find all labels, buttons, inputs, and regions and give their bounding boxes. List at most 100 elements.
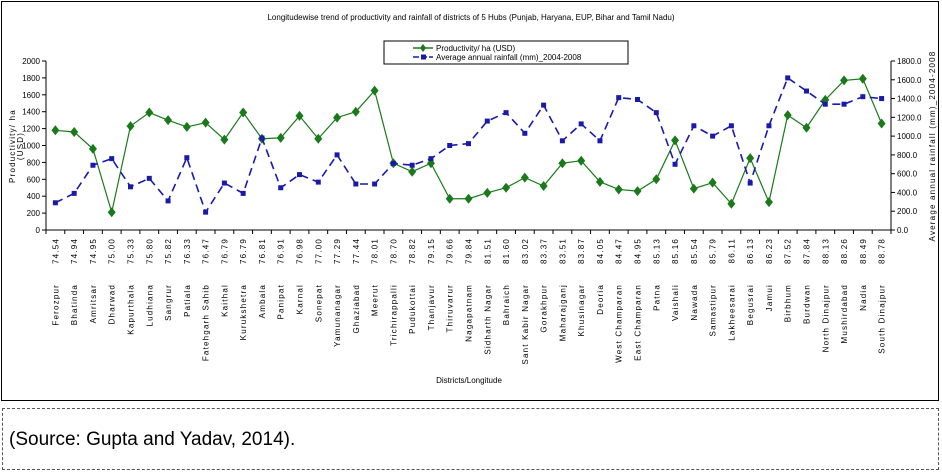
rainfall-point [597, 138, 603, 144]
district-label: Burdwan [803, 284, 812, 324]
productivity-point [51, 125, 60, 136]
longitude-label: 83.87 [577, 238, 586, 264]
district-label: Yamunanagar [333, 284, 342, 347]
rainfall-point [766, 123, 772, 129]
right-tick-label: 1400.0 [897, 95, 922, 104]
district-label: Nagapatnam [465, 284, 474, 342]
productivity-point [483, 187, 492, 198]
rainfall-point [559, 138, 565, 144]
district-label: Sidharth Nagar [483, 284, 492, 355]
rainfall-point [822, 101, 828, 107]
left-tick-label: 400 [27, 192, 41, 201]
longitude-label: 75.80 [145, 238, 154, 264]
longitude-label: 75.33 [127, 238, 136, 264]
productivity-point [764, 197, 773, 208]
rainfall-point [390, 160, 396, 166]
longitude-label: 76.79 [220, 238, 229, 264]
productivity-point [708, 177, 717, 188]
right-tick-label: 1000.0 [897, 132, 922, 141]
productivity-point [727, 198, 736, 209]
rainfall-point [52, 200, 58, 206]
district-label: West Champaran [615, 284, 624, 363]
rainfall-point [747, 180, 753, 186]
longitude-label: 76.91 [277, 238, 286, 264]
longitude-label: 87.52 [784, 238, 793, 264]
left-axis-title-unit: (USD) [16, 132, 25, 160]
district-label: Ambala [258, 284, 267, 318]
longitude-label: 87.84 [803, 238, 812, 264]
rainfall-point [353, 181, 359, 187]
longitude-label: 76.98 [296, 238, 305, 264]
district-label: Ferozpur [51, 284, 60, 326]
productivity-point [314, 133, 323, 144]
longitude-label: 86.13 [746, 238, 755, 264]
rainfall-point [653, 110, 659, 116]
longitude-label: 76.33 [183, 238, 192, 264]
rainfall-point [541, 102, 547, 108]
rainfall-point [259, 135, 265, 141]
district-label: Meerut [371, 284, 380, 316]
district-label: South Dinajpur [878, 284, 887, 354]
longitude-label: 83.51 [558, 238, 567, 264]
rainfall-point [672, 161, 678, 167]
right-tick-label: 200.0 [897, 207, 918, 216]
longitude-label: 84.05 [596, 238, 605, 264]
district-label: Sangrur [164, 284, 173, 321]
productivity-point [107, 207, 116, 218]
left-axis-title: Productivity/ ha [8, 109, 17, 183]
rainfall-point [804, 88, 809, 94]
district-label: Jamui [765, 284, 774, 311]
district-label: Panipat [277, 284, 286, 320]
district-label: Thiruvarur [446, 284, 455, 332]
rainfall-point [616, 95, 622, 101]
right-tick-label: 600.0 [897, 170, 918, 179]
rainfall-point [203, 209, 209, 215]
rainfall-point [372, 181, 378, 187]
longitude-label: 85.54 [690, 238, 699, 264]
rainfall-point [879, 96, 885, 102]
rainfall-point [109, 156, 115, 162]
right-tick-label: 1600.0 [897, 76, 922, 85]
longitude-label: 78.70 [389, 238, 398, 264]
district-label: Nawada [690, 284, 699, 321]
longitude-label: 79.84 [465, 238, 474, 264]
rainfall-point [860, 94, 866, 100]
rainfall-point [297, 172, 302, 178]
district-label: Trichirappalli [389, 284, 398, 346]
rainfall-point [221, 180, 227, 186]
rainfall-point [240, 190, 246, 196]
left-tick-label: 800 [27, 158, 41, 167]
district-label: Samastipur [709, 284, 718, 336]
productivity-point [802, 122, 811, 133]
left-tick-label: 600 [27, 175, 41, 184]
left-tick-label: 1400 [22, 108, 40, 117]
longitude-label: 88.78 [878, 238, 887, 264]
longitude-label: 77.44 [352, 238, 361, 264]
rainfall-point [165, 198, 171, 204]
district-label: Bahraich [502, 284, 511, 325]
productivity-point [145, 107, 154, 118]
rainfall-point [578, 121, 584, 127]
district-label: East Champaran [634, 284, 643, 361]
rainfall-point [128, 184, 133, 190]
productivity-point [614, 184, 623, 195]
longitude-label: 74.54 [51, 238, 60, 264]
rainfall-point [710, 133, 716, 139]
productivity-point [671, 135, 680, 146]
district-label: Nadia [859, 284, 868, 311]
productivity-point [840, 75, 849, 86]
district-label: Gorakhpur [540, 284, 549, 333]
district-label: Fatehgarh Sahib [202, 284, 211, 361]
longitude-label: 75.00 [108, 238, 117, 264]
longitude-label: 77.00 [314, 238, 323, 264]
chart: Longitudewise trend of productivity and … [8, 13, 937, 385]
longitude-label: 76.47 [202, 238, 211, 264]
district-label: Sonepat [314, 284, 323, 322]
rainfall-point [484, 118, 490, 124]
rainfall-point [691, 123, 697, 129]
legend-label: Average annual rainfall (mm)_2004-2008 [436, 53, 582, 62]
rainfall-point [315, 179, 321, 185]
longitude-label: 78.82 [408, 238, 417, 264]
productivity-point [201, 117, 210, 128]
rainfall-point [278, 185, 284, 191]
